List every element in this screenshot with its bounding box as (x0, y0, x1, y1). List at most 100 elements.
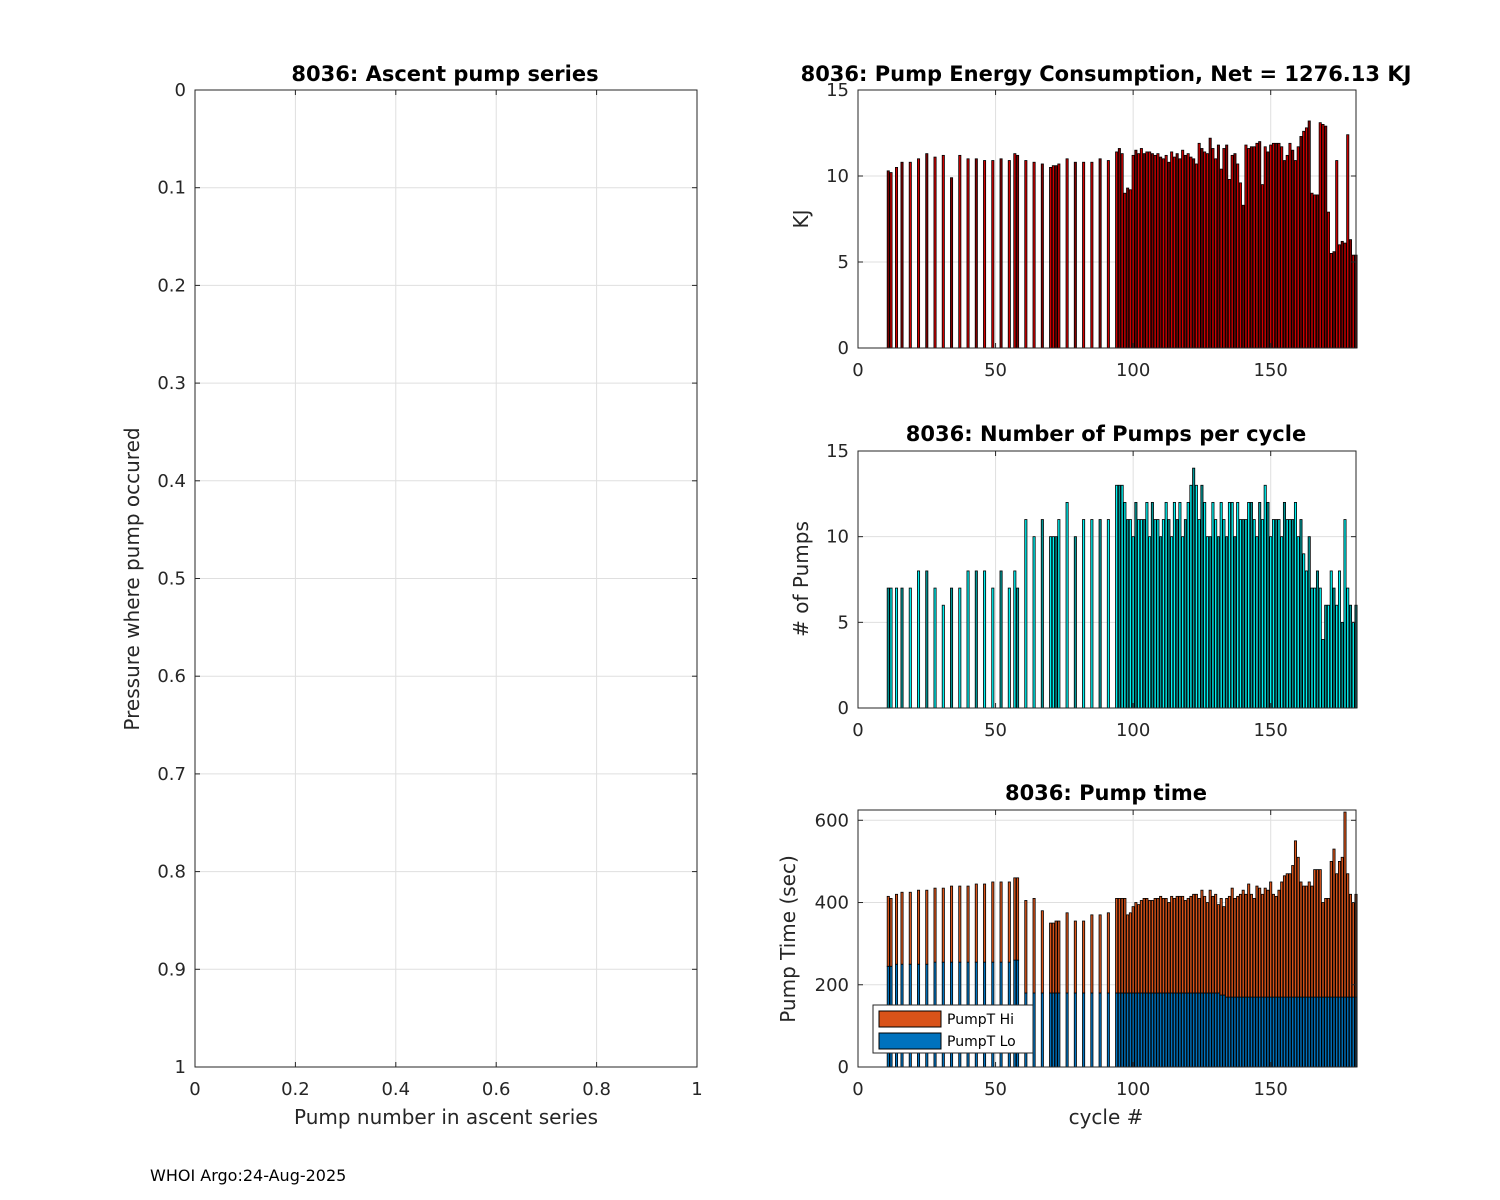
bar (950, 587, 954, 709)
bar-pumpt-lo (1167, 992, 1171, 1068)
ascent-ylabel: Pressure where pump occured (120, 427, 144, 730)
bar-pumpt-hi (1164, 898, 1168, 994)
bar (1164, 501, 1168, 709)
bar-pumpt-lo (1230, 996, 1234, 1068)
legend-swatch-pumpt-lo (878, 1032, 942, 1050)
bar (1137, 153, 1141, 349)
x-tick-label: 50 (984, 360, 1007, 381)
bar (1090, 161, 1094, 349)
bar (1145, 501, 1149, 709)
bar-pumpt-lo (1172, 992, 1176, 1068)
bar-pumpt-hi (1054, 920, 1058, 994)
bar-pumpt-hi (1214, 893, 1218, 994)
bar-pumpt-hi (1203, 895, 1207, 994)
bar-pumpt-lo (1310, 996, 1314, 1068)
bar (1120, 153, 1124, 349)
bar-pumpt-hi (1115, 898, 1119, 994)
bar (1247, 501, 1251, 709)
bar (1225, 536, 1229, 709)
bar-pumpt-lo (1302, 996, 1306, 1068)
bar (1134, 149, 1138, 349)
bar (1049, 166, 1053, 349)
x-tick-label: 50 (984, 1079, 1007, 1100)
bar (1106, 160, 1110, 349)
bar (908, 587, 912, 709)
bar-pumpt-lo (1134, 992, 1138, 1068)
bar-pumpt-lo (1282, 996, 1286, 1068)
bar-pumpt-lo (1233, 996, 1237, 1068)
bar (1181, 536, 1185, 709)
bar (1192, 467, 1196, 709)
bar-pumpt-hi (1321, 902, 1325, 998)
bar-pumpt-hi (1318, 869, 1322, 998)
bar-pumpt-hi (1299, 881, 1303, 998)
bar-pumpt-lo (1065, 992, 1069, 1068)
bar (966, 570, 970, 709)
bar-pumpt-lo (1291, 996, 1295, 1068)
bar (1307, 536, 1311, 709)
y-tick-label: 200 (815, 975, 849, 996)
bar (1332, 251, 1336, 349)
bar-pumpt-hi (889, 898, 893, 967)
bar-pumpt-lo (1170, 992, 1174, 1068)
bar (1340, 240, 1344, 349)
bar (925, 570, 929, 709)
bar-pumpt-hi (1216, 904, 1220, 994)
bar (1183, 154, 1187, 349)
bar-pumpt-lo (1296, 996, 1300, 1068)
bar-pumpt-hi (1126, 914, 1130, 994)
ascent-xlabel: Pump number in ascent series (294, 1105, 598, 1129)
bar-pumpt-hi (1051, 922, 1055, 994)
bar (1280, 146, 1284, 349)
bar (1225, 144, 1229, 349)
bar (1128, 519, 1132, 709)
y-tick-label: 5 (838, 252, 849, 273)
bar-pumpt-hi (1172, 898, 1176, 994)
bar-pumpt-hi (1277, 889, 1281, 998)
energy-axes-frame (857, 89, 1357, 349)
bar-pumpt-lo (1337, 996, 1341, 1068)
bar (1167, 519, 1171, 709)
bar-pumpt-lo (1252, 996, 1256, 1068)
pump-time-legend[interactable]: PumpT Hi PumpT Lo (872, 1004, 1034, 1054)
bar (1227, 179, 1231, 349)
y-tick-label: 0.9 (157, 959, 186, 980)
bar (886, 170, 890, 349)
bar (1186, 153, 1190, 349)
bar-pumpt-hi (1120, 898, 1124, 994)
bar (1142, 153, 1146, 349)
bar-pumpt-hi (1137, 904, 1141, 994)
bar-pumpt-hi (1148, 900, 1152, 994)
bar-pumpt-hi (1329, 861, 1333, 998)
bar (917, 570, 921, 709)
bar-pumpt-lo (1258, 996, 1262, 1068)
bar-pumpt-hi (1296, 856, 1300, 998)
bar (1321, 124, 1325, 349)
bar (1189, 156, 1193, 349)
bar-pumpt-hi (1346, 873, 1350, 998)
bar-pumpt-hi (1049, 922, 1053, 994)
pump-time-axes: 0 50 100 150 0 200 400 600 8036: Pump time cycl… (776, 781, 1358, 1129)
bar-pumpt-lo (1200, 992, 1204, 1068)
bar (1241, 204, 1245, 349)
bar-pumpt-hi (1167, 902, 1171, 994)
bar-pumpt-lo (1178, 992, 1182, 1068)
bar (1326, 211, 1330, 349)
bar-pumpt-lo (1153, 992, 1157, 1068)
bar-pumpt-lo (1318, 996, 1322, 1068)
y-tick-label: 0 (838, 698, 849, 719)
bar (1324, 604, 1328, 709)
bar-pumpt-lo (1244, 996, 1248, 1068)
bar-pumpt-lo (1137, 992, 1141, 1068)
bar (1131, 536, 1135, 709)
bar-pumpt-lo (1208, 992, 1212, 1068)
x-tick-label: 100 (1116, 1079, 1150, 1100)
bar (1266, 501, 1270, 709)
bar (1216, 144, 1220, 349)
bar (1274, 519, 1278, 709)
bar-pumpt-hi (1024, 900, 1028, 994)
y-tick-label: 0.7 (157, 764, 186, 785)
bar (1013, 570, 1017, 709)
bar-pumpt-hi (1007, 881, 1011, 963)
bar (1123, 192, 1127, 349)
